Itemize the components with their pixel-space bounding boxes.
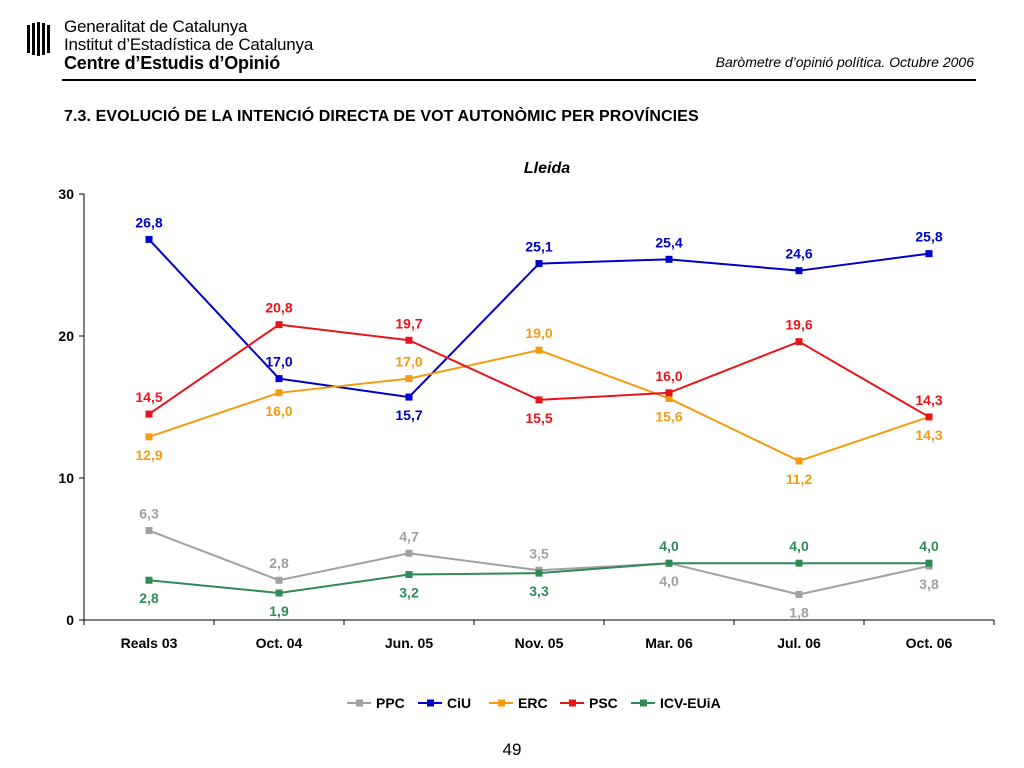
data-label-erc: 17,0 bbox=[395, 354, 422, 370]
data-point-icv-euia bbox=[145, 576, 153, 584]
data-point-ciu bbox=[925, 250, 933, 258]
y-tick-label: 20 bbox=[58, 328, 74, 344]
org-line-generalitat: Generalitat de Catalunya bbox=[64, 17, 248, 36]
data-point-ppc bbox=[795, 590, 803, 598]
data-label-ppc: 2,8 bbox=[269, 555, 289, 571]
chart-title: Lleida bbox=[524, 160, 570, 177]
data-label-ppc: 1,8 bbox=[789, 604, 809, 620]
data-point-icv-euia bbox=[795, 559, 803, 567]
data-point-ciu bbox=[665, 255, 673, 263]
data-point-icv-euia bbox=[275, 589, 283, 597]
data-point-ciu bbox=[535, 260, 543, 268]
data-point-psc bbox=[665, 389, 673, 397]
data-point-ciu bbox=[145, 235, 153, 243]
y-tick-label: 10 bbox=[58, 470, 74, 486]
legend-marker-psc bbox=[569, 699, 576, 707]
data-label-ciu: 25,1 bbox=[525, 239, 552, 255]
data-label-ciu: 25,8 bbox=[915, 229, 942, 245]
org-line-ceo: Centre d’Estudis d’Opinió bbox=[64, 53, 281, 73]
y-tick-label: 30 bbox=[58, 186, 74, 202]
data-point-icv-euia bbox=[665, 559, 673, 567]
data-point-ppc bbox=[405, 549, 413, 557]
data-point-icv-euia bbox=[925, 559, 933, 567]
data-label-ppc: 3,5 bbox=[529, 545, 549, 561]
x-tick-label: Reals 03 bbox=[121, 635, 178, 651]
data-point-erc bbox=[535, 346, 543, 354]
org-line-idescat: Institut d’Estadística de Catalunya bbox=[64, 35, 314, 54]
legend-marker-erc bbox=[498, 699, 505, 707]
legend-label-erc: ERC bbox=[518, 695, 548, 711]
data-point-ppc bbox=[145, 527, 153, 535]
x-tick-label: Jul. 06 bbox=[777, 635, 821, 651]
data-point-erc bbox=[665, 394, 673, 402]
data-point-erc bbox=[145, 433, 153, 441]
header-divider bbox=[62, 79, 976, 81]
legend-marker-ciu bbox=[427, 699, 434, 707]
data-label-icv-euia: 3,2 bbox=[399, 585, 419, 601]
data-label-ciu: 26,8 bbox=[135, 214, 162, 230]
data-label-icv-euia: 4,0 bbox=[789, 538, 809, 554]
data-label-ciu: 17,0 bbox=[265, 354, 292, 370]
data-label-psc: 15,5 bbox=[525, 410, 552, 426]
data-label-psc: 14,5 bbox=[135, 389, 162, 405]
page-number: 49 bbox=[502, 740, 522, 759]
x-tick-label: Oct. 06 bbox=[906, 635, 953, 651]
data-label-erc: 15,6 bbox=[655, 408, 682, 424]
x-tick-label: Jun. 05 bbox=[385, 635, 433, 651]
data-label-icv-euia: 4,0 bbox=[919, 538, 939, 554]
legend-label-icv-euia: ICV-EUiA bbox=[660, 695, 721, 711]
data-label-psc: 19,6 bbox=[785, 317, 812, 333]
catalonia-stripes-logo-icon bbox=[27, 22, 50, 56]
data-label-erc: 16,0 bbox=[265, 403, 292, 419]
data-point-icv-euia bbox=[535, 569, 543, 577]
page-header: Generalitat de Catalunya Institut d’Esta… bbox=[0, 0, 1024, 90]
data-label-psc: 14,3 bbox=[915, 392, 942, 408]
data-point-erc bbox=[405, 375, 413, 383]
data-label-icv-euia: 3,3 bbox=[529, 583, 549, 599]
data-point-psc bbox=[795, 338, 803, 346]
data-label-erc: 12,9 bbox=[135, 447, 162, 463]
data-label-icv-euia: 4,0 bbox=[659, 538, 679, 554]
data-point-ciu bbox=[795, 267, 803, 275]
data-label-ciu: 15,7 bbox=[395, 407, 422, 423]
data-label-icv-euia: 2,8 bbox=[139, 590, 159, 606]
data-label-ciu: 24,6 bbox=[785, 246, 812, 262]
data-point-icv-euia bbox=[405, 571, 413, 579]
data-point-psc bbox=[405, 336, 413, 344]
legend-label-ppc: PPC bbox=[376, 695, 405, 711]
data-label-psc: 16,0 bbox=[655, 368, 682, 384]
report-subtitle: Baròmetre d’opinió política. Octubre 200… bbox=[715, 54, 974, 70]
data-label-erc: 14,3 bbox=[915, 427, 942, 443]
legend-label-psc: PSC bbox=[589, 695, 618, 711]
y-tick-label: 0 bbox=[66, 612, 74, 628]
legend-marker-icv-euia bbox=[640, 699, 647, 707]
data-point-ppc bbox=[275, 576, 283, 584]
data-label-psc: 19,7 bbox=[395, 315, 422, 331]
data-point-erc bbox=[795, 457, 803, 465]
data-label-ppc: 3,8 bbox=[919, 576, 939, 592]
x-tick-label: Mar. 06 bbox=[645, 635, 693, 651]
data-point-psc bbox=[275, 321, 283, 329]
data-label-psc: 20,8 bbox=[265, 300, 292, 316]
data-point-ciu bbox=[405, 393, 413, 401]
x-tick-label: Oct. 04 bbox=[256, 635, 303, 651]
x-tick-label: Nov. 05 bbox=[515, 635, 564, 651]
data-label-ppc: 4,7 bbox=[399, 528, 419, 544]
data-point-psc bbox=[925, 413, 933, 421]
data-point-psc bbox=[535, 396, 543, 404]
data-label-ppc: 6,3 bbox=[139, 506, 159, 522]
legend-marker-ppc bbox=[356, 699, 363, 707]
data-label-ciu: 25,4 bbox=[655, 234, 682, 250]
data-point-erc bbox=[275, 389, 283, 397]
legend-label-ciu: CiU bbox=[447, 695, 471, 711]
data-label-ppc: 4,0 bbox=[659, 573, 679, 589]
data-point-psc bbox=[145, 410, 153, 418]
data-point-ciu bbox=[275, 375, 283, 383]
data-label-icv-euia: 1,9 bbox=[269, 603, 289, 619]
data-label-erc: 19,0 bbox=[525, 325, 552, 341]
section-title: 7.3. EVOLUCIÓ DE LA INTENCIÓ DIRECTA DE … bbox=[64, 108, 699, 125]
org-name: Generalitat de Catalunya Institut d’Esta… bbox=[64, 18, 313, 72]
data-label-erc: 11,2 bbox=[786, 471, 813, 487]
